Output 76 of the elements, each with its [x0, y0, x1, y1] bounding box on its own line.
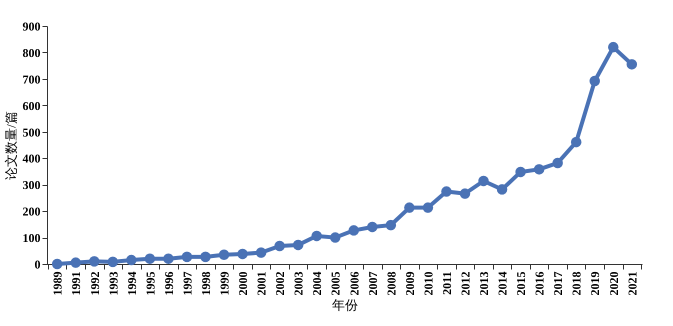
- x-tick-label: 2004: [310, 272, 324, 296]
- x-tick-label: 2021: [625, 272, 640, 296]
- point: [274, 240, 285, 252]
- y-tick-label: 200: [22, 204, 40, 219]
- x-tick-label: 2012: [458, 272, 472, 296]
- x-tick-label: 1991: [69, 272, 84, 296]
- x-tick-label: 2017: [551, 272, 566, 296]
- point: [404, 202, 415, 213]
- x-tick-label: 2015: [514, 272, 528, 296]
- y-tick-label: 500: [22, 125, 40, 140]
- x-tick-label: 2009: [402, 272, 417, 296]
- point: [496, 184, 508, 195]
- point: [218, 250, 230, 260]
- x-tick-label: 2014: [496, 272, 510, 296]
- x-tick-label: 2016: [532, 272, 547, 296]
- y-tick-label: 900: [22, 20, 40, 34]
- point: [89, 256, 100, 267]
- x-tick-label: 2008: [384, 272, 398, 296]
- x-tick-label: 1997: [180, 272, 194, 296]
- point: [348, 225, 360, 236]
- y-tick-label: 800: [22, 46, 40, 60]
- point: [200, 252, 211, 262]
- point: [515, 166, 526, 178]
- x-tick-label: 2000: [236, 272, 250, 296]
- x-tick-label: 1993: [106, 272, 120, 296]
- point: [126, 254, 137, 266]
- point: [52, 258, 62, 270]
- y-tick-label: 300: [22, 178, 40, 192]
- point: [534, 164, 544, 175]
- point: [367, 222, 378, 232]
- point: [292, 240, 304, 250]
- x-tick-label: 1994: [124, 272, 139, 296]
- x-tick-label: 1995: [143, 272, 158, 296]
- point: [386, 220, 396, 230]
- point: [163, 253, 174, 264]
- x-tick-label: 2007: [366, 272, 380, 296]
- x-tick-label: 1989: [50, 272, 65, 296]
- x-tick-label: 2019: [588, 272, 602, 296]
- point: [70, 257, 81, 268]
- x-tick-label: 2011: [440, 272, 454, 295]
- x-tick-label: 1992: [88, 272, 102, 296]
- point: [256, 247, 266, 258]
- point: [108, 256, 118, 268]
- x-tick-label: 2003: [292, 272, 306, 296]
- y-tick-label: 600: [22, 98, 40, 113]
- x-tick-label: 2020: [606, 272, 621, 296]
- point: [608, 42, 619, 52]
- point: [478, 176, 489, 186]
- point: [330, 232, 340, 243]
- point: [589, 76, 600, 86]
- y-tick-label: 0: [34, 258, 40, 272]
- y-tick-label: 100: [22, 231, 40, 246]
- point: [570, 136, 582, 148]
- point: [422, 202, 434, 213]
- point: [441, 186, 452, 197]
- point: [552, 158, 563, 168]
- point: [182, 252, 192, 262]
- point: [144, 253, 156, 264]
- x-tick-label: 2006: [347, 272, 362, 296]
- y-axis-title: 论文数量/篇: [4, 111, 18, 180]
- x-axis-title: 年份: [332, 298, 358, 312]
- y-tick-label: 400: [22, 152, 40, 166]
- x-tick-label: 2001: [254, 272, 269, 296]
- point: [237, 248, 248, 260]
- x-tick-label: 2002: [273, 272, 288, 296]
- y-tick-label: 700: [22, 72, 40, 86]
- x-tick-label: 2013: [477, 272, 492, 296]
- x-tick-label: 2010: [421, 272, 436, 296]
- point: [626, 59, 638, 70]
- point: [311, 230, 322, 242]
- point: [460, 188, 470, 199]
- x-tick-label: 1998: [198, 272, 213, 296]
- x-tick-label: 1999: [218, 272, 232, 296]
- x-tick-label: 2005: [328, 272, 343, 296]
- x-tick-label: 1996: [162, 272, 176, 296]
- x-tick-label: 2018: [570, 272, 584, 296]
